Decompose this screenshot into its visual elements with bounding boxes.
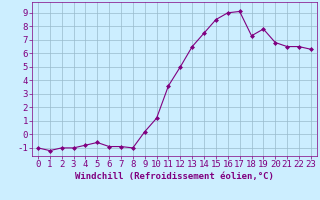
X-axis label: Windchill (Refroidissement éolien,°C): Windchill (Refroidissement éolien,°C): [75, 172, 274, 181]
